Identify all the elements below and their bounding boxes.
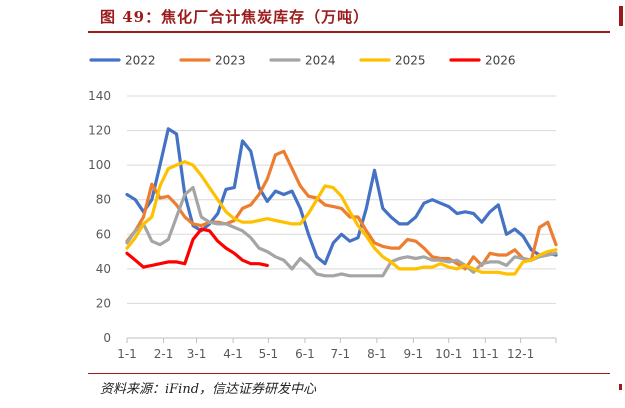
- x-tick-label: 3-1: [187, 347, 207, 361]
- y-tick-label: 20: [96, 296, 111, 310]
- series-line-2024: [125, 186, 558, 278]
- y-tick-label: 0: [103, 331, 111, 345]
- page-edge-tick: [619, 384, 622, 390]
- line-chart: 2022 2023 2024 2025 2026 020406080100120140 …: [88, 54, 558, 361]
- x-axis: 1-1 2-1 3-1 4-1 5-1 6-1 7-1 8-1 9-1 10-1 11-1 12-1: [117, 337, 557, 361]
- x-tick-label: 2-1: [154, 347, 174, 361]
- legend-label-2022: 2022: [125, 54, 156, 68]
- page-edge-mark: [619, 6, 623, 26]
- legend-label-2025: 2025: [395, 54, 426, 68]
- legend-label-2023: 2023: [215, 54, 246, 68]
- source-divider: [88, 373, 610, 374]
- y-tick-label: 40: [96, 262, 111, 276]
- x-tick-label: 7-1: [331, 347, 351, 361]
- y-axis: 0 20 40 60 80 100 120 140: [88, 89, 111, 345]
- series-line-2026: [125, 227, 269, 269]
- x-tick-label: 5-1: [259, 347, 279, 361]
- y-tick-label: 120: [88, 124, 111, 138]
- figure-source: 资料来源：iFind，信达证券研发中心: [100, 382, 317, 397]
- x-tick-label: 11-1: [472, 347, 499, 361]
- figure-title: 图 49：焦化厂合计焦炭库存（万吨）: [100, 8, 370, 26]
- chart-legend: 2022 2023 2024 2025 2026: [89, 54, 516, 68]
- series-line-2023: [125, 149, 558, 271]
- y-tick-label: 140: [88, 89, 111, 103]
- x-tick-label: 6-1: [295, 347, 315, 361]
- x-tick-label: 1-1: [117, 347, 137, 361]
- y-tick-label: 60: [96, 227, 111, 241]
- series-line-2025: [125, 160, 558, 276]
- x-tick-label: 9-1: [404, 347, 424, 361]
- x-tick-label: 12-1: [507, 347, 534, 361]
- x-tick-label: 8-1: [367, 347, 387, 361]
- x-tick-label: 10-1: [435, 347, 462, 361]
- y-tick-label: 100: [88, 158, 111, 172]
- legend-label-2024: 2024: [305, 54, 336, 68]
- y-tick-label: 80: [96, 193, 111, 207]
- chart-series: [125, 127, 558, 278]
- x-tick-label: 4-1: [223, 347, 243, 361]
- series-line-2022: [125, 127, 558, 266]
- legend-label-2026: 2026: [485, 54, 516, 68]
- chart-gridlines: [127, 95, 556, 304]
- title-underline: [88, 31, 610, 33]
